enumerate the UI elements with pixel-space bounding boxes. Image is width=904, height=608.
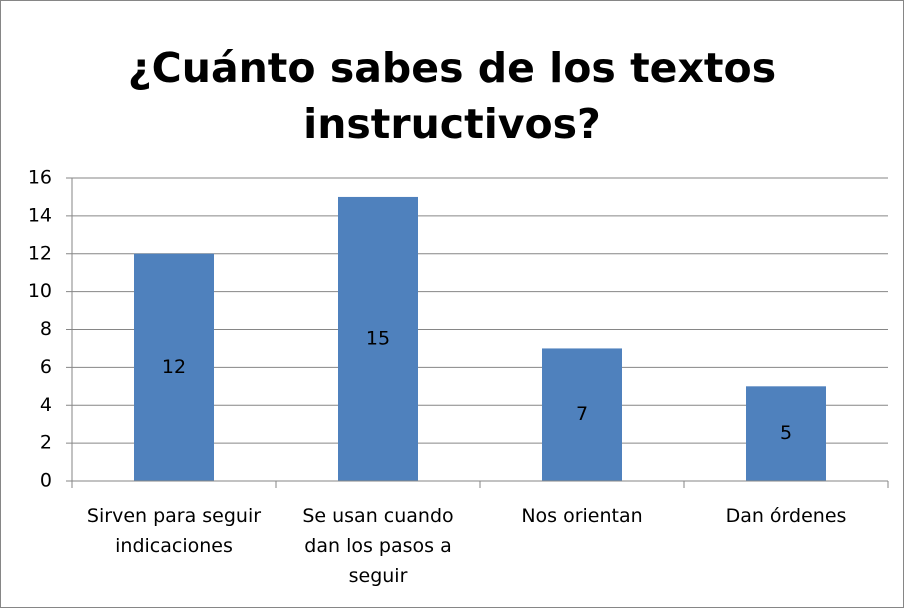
x-tick-label: Sirven para seguir indicaciones [86, 505, 262, 557]
bar [542, 348, 622, 481]
x-tick-label: Se usan cuando dan los pasos a seguir [302, 505, 454, 587]
data-label: 7 [576, 403, 588, 425]
data-label: 12 [162, 356, 186, 378]
chart-title: ¿Cuánto sabes de los textos instructivos… [127, 44, 777, 148]
data-label: 15 [366, 327, 390, 349]
y-tick-label: 14 [28, 204, 52, 226]
y-tick-label: 8 [40, 318, 52, 340]
y-tick-label: 16 [28, 167, 52, 189]
x-tick-label: Dan órdenes [725, 505, 847, 527]
bar [338, 196, 418, 481]
data-label: 5 [780, 422, 792, 444]
x-tick-label: Nos orientan [521, 505, 643, 527]
y-tick-label: 2 [40, 432, 52, 454]
bar [746, 386, 826, 481]
y-tick-label: 6 [40, 356, 52, 378]
y-tick-label: 12 [28, 242, 52, 264]
y-tick-label: 10 [28, 280, 52, 302]
y-tick-label: 0 [40, 470, 52, 492]
bar [134, 253, 214, 481]
y-tick-label: 4 [40, 394, 52, 416]
